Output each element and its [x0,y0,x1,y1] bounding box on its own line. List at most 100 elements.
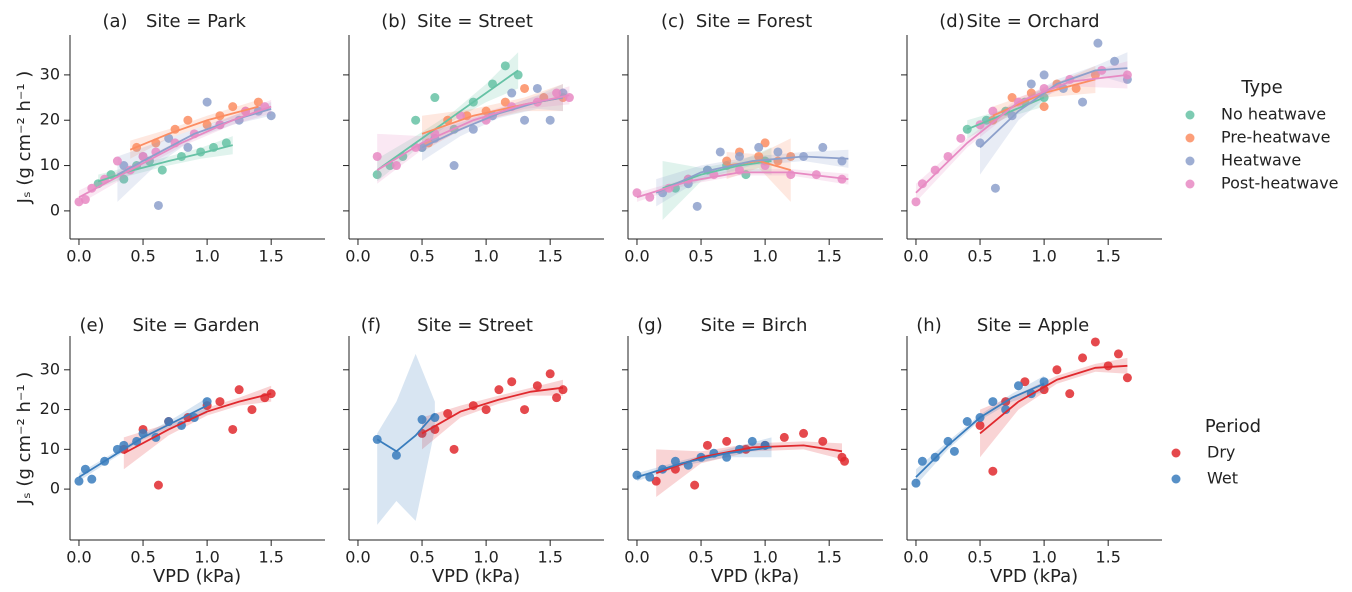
x-tick-label: 1.5 [258,247,283,266]
data-point [564,93,574,103]
y-axis-label: Jₛ (g cm⁻² h⁻¹ ) [14,372,35,506]
data-point [153,200,163,210]
data-point [202,97,212,107]
data-point [779,432,789,442]
x-tick-label: 1.0 [473,247,498,266]
data-point [153,480,163,490]
data-point [532,381,542,391]
panel-title: Site = Orchard [966,11,1099,32]
data-point [702,440,712,450]
x-tick-label: 0.5 [688,247,713,266]
x-tick-label: 1.5 [258,548,283,567]
panel-title: Site = Garden [132,315,259,336]
fit-line [636,171,849,199]
data-point [760,138,770,148]
confidence-band [377,86,570,184]
data-point [722,436,732,446]
data-point [956,133,966,143]
data-point [1039,102,1049,112]
panel-label: (a) [102,11,127,32]
x-tick-label: 0.0 [66,548,91,567]
x-tick-label: 0.5 [688,548,713,567]
y-tick-label: 10 [40,155,60,174]
data-point [151,147,161,157]
y-tick-label: 10 [40,439,60,458]
panel-label: (e) [79,315,104,336]
legend-marker [1185,179,1195,189]
data-point [754,142,764,152]
data-point [840,456,850,466]
legend-label: Pre-heatwave [1221,128,1330,147]
data-point [722,156,732,166]
data-point [1093,38,1103,48]
fit-line [376,94,570,171]
data-point [391,161,401,171]
data-point [917,179,927,189]
data-point [1052,365,1062,375]
legend-title: Period [1205,416,1261,437]
data-point [949,446,959,456]
data-point [988,466,998,476]
data-point [391,450,401,460]
data-point [1020,377,1030,387]
fit-line [421,386,564,435]
data-point [1007,93,1017,103]
data-point [74,476,84,486]
fit-line [655,155,849,194]
fit-line [636,446,772,479]
data-point [520,115,530,125]
data-point [183,115,193,125]
data-point [747,436,757,446]
data-point [545,115,555,125]
data-point [372,170,382,180]
data-point [468,124,478,134]
x-axis-label: VPD (kPa) [711,566,799,587]
x-tick-label: 0.0 [345,548,370,567]
x-tick-label: 0.0 [903,548,928,567]
x-tick-label: 1.5 [537,247,562,266]
x-tick-label: 1.5 [1095,548,1120,567]
data-point [962,416,972,426]
data-point [917,456,927,466]
fit-line [915,382,1045,478]
x-tick-label: 1.0 [1031,247,1056,266]
x-tick-label: 0.5 [409,247,434,266]
y-tick-label: 20 [40,399,60,418]
x-tick-label: 1.5 [1095,247,1120,266]
legend-label: Wet [1207,469,1238,488]
data-point [632,470,642,480]
x-tick-label: 0.0 [624,247,649,266]
panel-title: Site = Street [417,315,533,336]
x-axis-label: VPD (kPa) [990,566,1078,587]
panel-label: (f) [361,315,381,336]
confidence-band [915,61,1128,202]
fit-line [129,105,259,151]
data-point [1001,405,1011,415]
x-tick-label: 1.0 [194,247,219,266]
data-point [1078,97,1088,107]
panel-label: (g) [637,315,662,336]
data-point [157,165,167,175]
data-point [988,397,998,407]
data-point [532,83,542,93]
data-point [1113,349,1123,359]
data-point [990,183,1000,193]
data-point [773,147,783,157]
fit-line [78,105,272,199]
data-point [645,192,655,202]
data-point [799,428,809,438]
data-point [266,111,276,121]
data-point [988,106,998,116]
data-point [1090,337,1100,347]
data-point [494,385,504,395]
data-point [411,115,421,125]
data-point [87,183,97,193]
data-point [443,409,453,419]
data-point [372,151,382,161]
data-point [715,147,725,157]
x-tick-label: 1.0 [473,548,498,567]
data-point [651,476,661,486]
x-axis-label: VPD (kPa) [153,566,241,587]
